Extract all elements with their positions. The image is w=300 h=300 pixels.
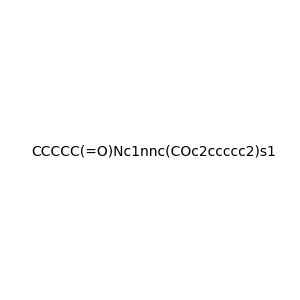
Text: CCCCC(=O)Nc1nnc(COc2ccccc2)s1: CCCCC(=O)Nc1nnc(COc2ccccc2)s1 <box>31 145 276 158</box>
